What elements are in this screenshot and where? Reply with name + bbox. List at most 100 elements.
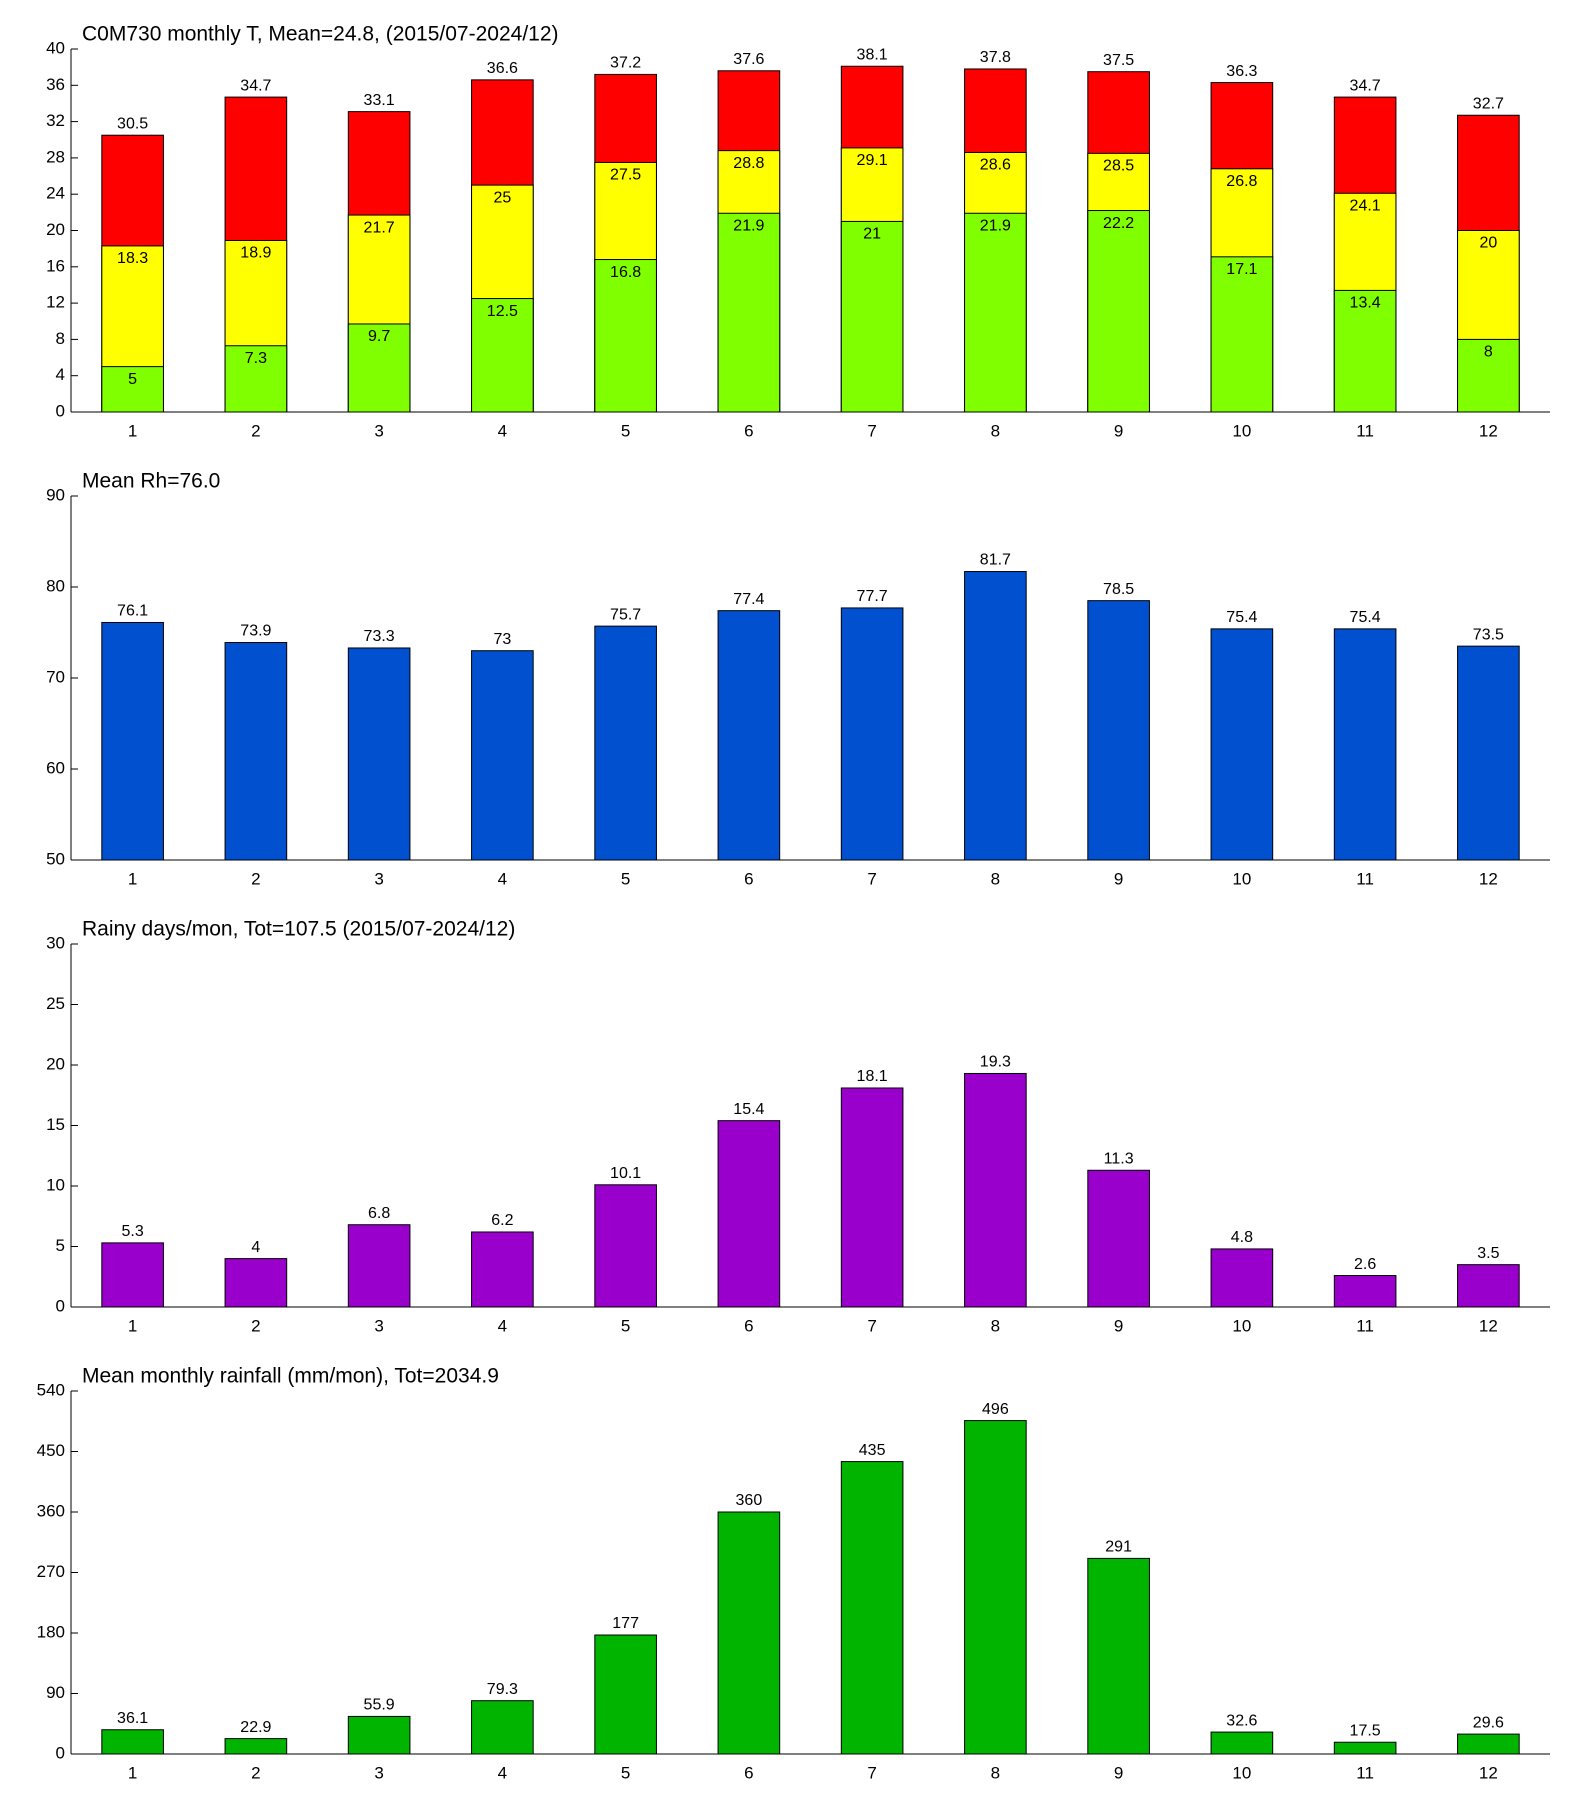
x-tick-label: 8 <box>991 1316 1000 1335</box>
value-label: 21.7 <box>364 219 395 236</box>
bar <box>1087 210 1150 413</box>
value-label: 77.7 <box>857 588 888 605</box>
x-tick-label: 5 <box>621 1316 630 1335</box>
chart-title: Mean Rh=76.0 <box>82 470 220 493</box>
value-label: 78.5 <box>1103 581 1134 598</box>
y-tick-label: 16 <box>46 256 65 275</box>
y-tick-label: 0 <box>56 401 65 420</box>
value-label: 12.5 <box>487 303 518 320</box>
x-tick-label: 1 <box>128 869 137 888</box>
bar <box>224 642 288 861</box>
bar <box>101 366 164 413</box>
bar <box>594 1184 657 1308</box>
y-tick-label: 30 <box>46 933 65 952</box>
value-label: 4 <box>251 1239 260 1256</box>
y-tick-label: 90 <box>46 1683 65 1702</box>
bar <box>840 1087 904 1308</box>
chart-title: Mean monthly rainfall (mm/mon), Tot=2034… <box>82 1365 499 1388</box>
bar <box>1087 600 1150 861</box>
y-tick-label: 90 <box>46 485 65 504</box>
value-label: 21.9 <box>733 217 764 234</box>
bar <box>1210 628 1274 861</box>
x-tick-label: 2 <box>251 1763 260 1782</box>
y-tick-label: 80 <box>46 576 65 595</box>
value-label: 21 <box>863 226 881 243</box>
bar <box>717 610 781 861</box>
value-label: 73.3 <box>364 628 395 645</box>
bar <box>101 1729 164 1755</box>
x-tick-label: 2 <box>251 1316 260 1335</box>
bar <box>964 571 1027 861</box>
bar <box>1333 1741 1397 1755</box>
bar <box>964 212 1027 413</box>
value-label: 75.7 <box>610 606 641 623</box>
x-tick-label: 2 <box>251 421 260 440</box>
value-label: 34.7 <box>240 77 271 94</box>
value-label: 18.1 <box>857 1068 888 1085</box>
value-label: 11.3 <box>1104 1150 1134 1167</box>
x-tick-label: 2 <box>251 869 260 888</box>
bar <box>594 259 657 413</box>
x-tick-label: 7 <box>867 421 876 440</box>
bar <box>1210 1731 1274 1755</box>
x-tick-label: 9 <box>1114 869 1123 888</box>
value-label: 32.7 <box>1473 95 1504 112</box>
x-tick-label: 1 <box>128 1316 137 1335</box>
value-label: 6.8 <box>368 1205 390 1222</box>
value-label: 16.8 <box>610 264 641 281</box>
value-label: 25 <box>493 189 511 206</box>
bar <box>347 323 411 413</box>
value-label: 21.9 <box>980 217 1011 234</box>
y-tick-label: 10 <box>46 1175 65 1194</box>
value-label: 73.5 <box>1473 626 1504 643</box>
y-tick-label: 8 <box>56 329 65 348</box>
bar <box>101 621 164 861</box>
value-label: 75.4 <box>1226 609 1257 626</box>
bar <box>1087 1169 1150 1308</box>
value-label: 177 <box>612 1615 639 1632</box>
value-label: 360 <box>736 1492 763 1509</box>
y-tick-label: 60 <box>46 758 65 777</box>
value-label: 18.3 <box>117 250 148 267</box>
y-tick-label: 28 <box>46 147 65 166</box>
bar <box>1457 645 1520 861</box>
y-tick-label: 0 <box>56 1743 65 1762</box>
x-tick-label: 11 <box>1356 421 1374 440</box>
y-tick-label: 12 <box>46 293 65 312</box>
value-label: 496 <box>982 1401 1009 1418</box>
y-tick-label: 70 <box>46 667 65 686</box>
x-tick-label: 7 <box>867 869 876 888</box>
bar <box>101 1242 164 1308</box>
bar <box>471 650 534 861</box>
bar <box>594 625 657 861</box>
x-tick-label: 6 <box>744 421 753 440</box>
x-tick-label: 5 <box>621 1763 630 1782</box>
value-label: 27.5 <box>610 167 641 184</box>
bar <box>840 220 904 413</box>
bar <box>717 1120 781 1308</box>
y-tick-label: 20 <box>46 1054 65 1073</box>
bar <box>347 647 411 861</box>
x-tick-label: 4 <box>498 1316 507 1335</box>
value-label: 36.3 <box>1226 63 1257 80</box>
bar <box>224 1258 288 1308</box>
value-label: 37.2 <box>610 55 641 72</box>
x-tick-label: 9 <box>1114 1763 1123 1782</box>
x-tick-label: 7 <box>867 1316 876 1335</box>
y-tick-label: 36 <box>46 75 65 94</box>
value-label: 8 <box>1484 344 1493 361</box>
value-label: 29.6 <box>1473 1714 1504 1731</box>
value-label: 36.6 <box>487 60 518 77</box>
value-label: 37.6 <box>733 51 764 68</box>
chart-title: C0M730 monthly T, Mean=24.8, (2015/07-20… <box>82 23 559 46</box>
x-tick-label: 1 <box>128 1763 137 1782</box>
value-label: 435 <box>859 1442 886 1459</box>
value-label: 6.2 <box>491 1212 513 1229</box>
value-label: 28.5 <box>1103 158 1134 175</box>
y-tick-label: 540 <box>37 1380 65 1399</box>
bar <box>594 1634 657 1755</box>
y-tick-label: 270 <box>37 1562 65 1581</box>
y-tick-label: 0 <box>56 1296 65 1315</box>
value-label: 17.5 <box>1350 1722 1381 1739</box>
bar <box>471 1231 534 1308</box>
